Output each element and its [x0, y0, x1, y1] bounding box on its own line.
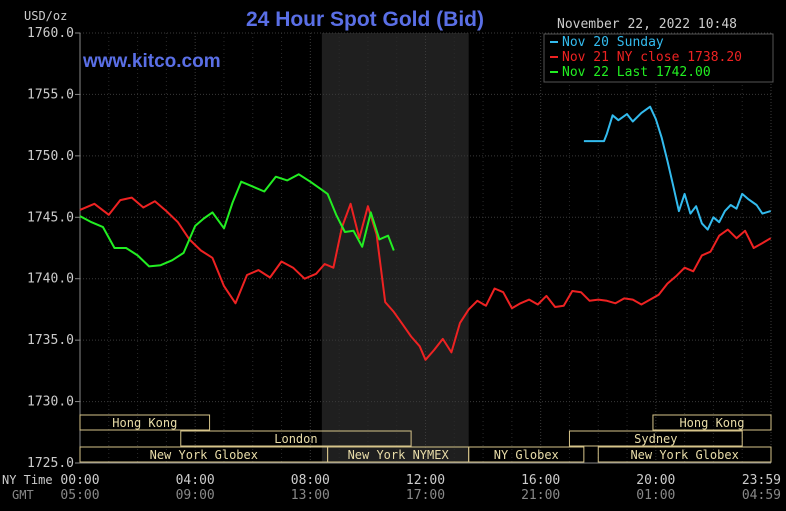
- x-tick-label-ny: 16:00: [521, 473, 560, 488]
- market-session-label: New York Globex: [150, 448, 258, 462]
- market-session-bar: [180, 430, 412, 447]
- grid-lines: [75, 32, 772, 464]
- legend-entry-nov22: Nov 22 Last 1742.00: [562, 65, 711, 80]
- market-session-bar: [597, 446, 772, 463]
- legend-entry-nov21: Nov 21 NY close 1738.20: [562, 50, 742, 65]
- x-tick-label-gmt: 04:59: [742, 488, 781, 503]
- market-session-bar: [468, 446, 585, 463]
- legend-entry-nov20: Nov 20 Sunday: [562, 35, 664, 50]
- market-session-bars: Hong Kong Hong Kong London Sydney New York G…: [79, 414, 772, 463]
- y-unit-label: USD/oz: [24, 9, 67, 23]
- y-tick-label: 1735.0: [27, 333, 74, 348]
- market-session-label: London: [274, 432, 317, 446]
- x-tick-label-ny: 00:00: [60, 473, 99, 488]
- series-lines: [79, 105, 772, 361]
- market-session-label: Hong Kong: [679, 416, 744, 430]
- market-session-bar: [652, 414, 772, 431]
- y-tick-labels: 1760.0 1755.0 1750.0 1745.0 1740.0 1735.0 1730…: [27, 26, 74, 471]
- y-tick-label: 1755.0: [27, 87, 74, 102]
- market-session-label: NY Globex: [494, 448, 559, 462]
- legend: Nov 20 Sunday Nov 21 NY close 1738.20 No…: [543, 33, 774, 83]
- x-tick-label-gmt: 13:00: [291, 488, 330, 503]
- y-tick-label: 1750.0: [27, 149, 74, 164]
- x-tick-label-gmt: 05:00: [60, 488, 99, 503]
- x-tick-label-gmt: 01:00: [636, 488, 675, 503]
- nymex-session-shade: [321, 33, 469, 463]
- market-session-bar: [568, 430, 743, 447]
- x-tick-label-ny: 12:00: [406, 473, 445, 488]
- y-tick-label: 1740.0: [27, 272, 74, 287]
- y-tick-label: 1730.0: [27, 395, 74, 410]
- gmt-row-label: GMT: [12, 488, 34, 502]
- x-tick-label-gmt: 17:00: [406, 488, 445, 503]
- series-line-2: [79, 196, 772, 361]
- x-tick-label-ny: 23:59: [742, 473, 781, 488]
- market-session-bar: [79, 414, 211, 431]
- x-tick-label-gmt: 21:00: [521, 488, 560, 503]
- market-session-label: Sydney: [634, 432, 677, 446]
- market-session-label: Hong Kong: [112, 416, 177, 430]
- series-line-1: [583, 105, 771, 231]
- brand-url: www.kitco.com: [82, 51, 221, 72]
- x-tick-label-ny: 08:00: [291, 473, 330, 488]
- market-session-label: New York NYMEX: [348, 448, 450, 462]
- x-tick-label-ny: 20:00: [636, 473, 675, 488]
- series-line-3: [79, 173, 395, 268]
- x-tick-label-ny: 04:00: [176, 473, 215, 488]
- legend-box: [543, 33, 774, 83]
- chart-datetime: November 22, 2022 10:48: [557, 17, 737, 32]
- ny-time-row-label: NY Time: [2, 473, 53, 487]
- x-tick-label-gmt: 09:00: [176, 488, 215, 503]
- y-tick-label: 1725.0: [27, 456, 74, 471]
- y-tick-label: 1745.0: [27, 210, 74, 225]
- y-tick-label: 1760.0: [27, 26, 74, 41]
- chart-title: 24 Hour Spot Gold (Bid): [246, 8, 484, 31]
- market-session-label: New York Globex: [630, 448, 738, 462]
